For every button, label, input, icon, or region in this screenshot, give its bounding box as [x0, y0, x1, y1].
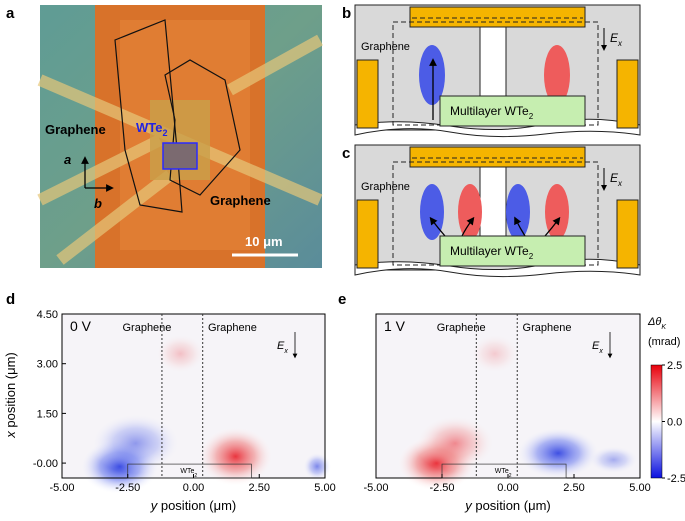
electrode [356, 199, 379, 269]
colorbar-unit: (mrad) [648, 336, 680, 348]
x-tick-label: 5.00 [314, 482, 335, 494]
electrode [616, 199, 639, 269]
panel-label: e [338, 291, 346, 308]
label: WTe2 [136, 120, 168, 138]
y-tick-label: -0.00 [33, 458, 58, 470]
graphene-label: Graphene [361, 41, 410, 53]
electrode [409, 6, 586, 28]
x-tick-label: 0.00 [497, 482, 518, 494]
graphene-label: Graphene [122, 322, 171, 334]
graphene-label: Graphene [208, 322, 257, 334]
accumulation [506, 184, 530, 240]
label: Graphene [45, 122, 106, 137]
x-tick-label: -2.50 [115, 482, 140, 494]
voltage-label: 0 V [70, 318, 92, 334]
x-tick-label: -5.00 [363, 482, 388, 494]
wte2-label: WTe2 [495, 468, 512, 479]
label: Graphene [210, 193, 271, 208]
wte2-label: WTe2 [180, 468, 197, 479]
wte2-flake [439, 95, 586, 127]
field-label: Ex [592, 340, 603, 355]
y-tick-label: 4.50 [37, 309, 58, 321]
x-axis-label: y position (μm) [464, 498, 551, 513]
electrode [616, 59, 639, 129]
field-label: Ex [610, 171, 623, 188]
gap [479, 166, 507, 243]
accumulation-red [544, 45, 570, 105]
accumulation-blue [419, 45, 445, 105]
x-tick-label: 0.00 [183, 482, 204, 494]
wte2-outline [441, 463, 567, 479]
scale-label: 10 μm [245, 234, 283, 249]
voltage-label: 1 V [384, 318, 406, 334]
axis-label: b [94, 196, 102, 211]
signal [197, 426, 274, 487]
field-label: Ex [277, 340, 288, 355]
arrow [514, 216, 526, 237]
signal [155, 333, 206, 374]
wte2-outline [127, 463, 252, 479]
electrode [356, 59, 379, 129]
signal [90, 413, 181, 474]
accumulation [545, 184, 569, 240]
colorbar-tick-label: -2.5 [667, 473, 685, 485]
wte2-label: Multilayer WTe2 [450, 244, 534, 261]
colorbar-tick-label: 0.0 [667, 417, 682, 429]
signal [469, 333, 520, 374]
colorbar [650, 364, 663, 479]
x-tick-label: 2.50 [563, 482, 584, 494]
x-tick-label: 5.00 [629, 482, 650, 494]
x-tick-label: -2.50 [429, 482, 454, 494]
x-axis-label: y position (μm) [150, 498, 237, 513]
signal [588, 445, 639, 474]
y-tick-label: 1.50 [37, 408, 58, 420]
micrograph [37, 5, 323, 268]
gap [479, 26, 507, 103]
arrow [461, 216, 475, 237]
panel-label: b [342, 5, 351, 22]
field-label: Ex [610, 31, 623, 48]
panel-label: d [6, 291, 15, 308]
y-axis-label: x position (μm) [3, 352, 18, 439]
accumulation [458, 184, 482, 240]
wte2-label: Multilayer WTe2 [450, 104, 534, 121]
electrode [409, 146, 586, 168]
graphene-label: Graphene [361, 181, 410, 193]
signal [415, 415, 496, 472]
x-tick-label: -5.00 [49, 482, 74, 494]
graphene-label: Graphene [437, 322, 486, 334]
wte2-flake [439, 235, 586, 267]
arrow [544, 216, 561, 237]
y-tick-label: 3.00 [37, 359, 58, 371]
signal [303, 452, 332, 481]
colorbar-title: ΔθK [647, 316, 666, 331]
x-tick-label: 2.50 [249, 482, 270, 494]
graphene-label: Graphene [523, 322, 572, 334]
panel-label: a [6, 5, 15, 22]
colorbar-tick-label: 2.5 [667, 360, 682, 372]
axis-label: a [64, 152, 71, 167]
signal [516, 427, 601, 480]
accumulation [420, 184, 444, 240]
panel-label: c [342, 145, 350, 162]
arrow [429, 216, 446, 237]
